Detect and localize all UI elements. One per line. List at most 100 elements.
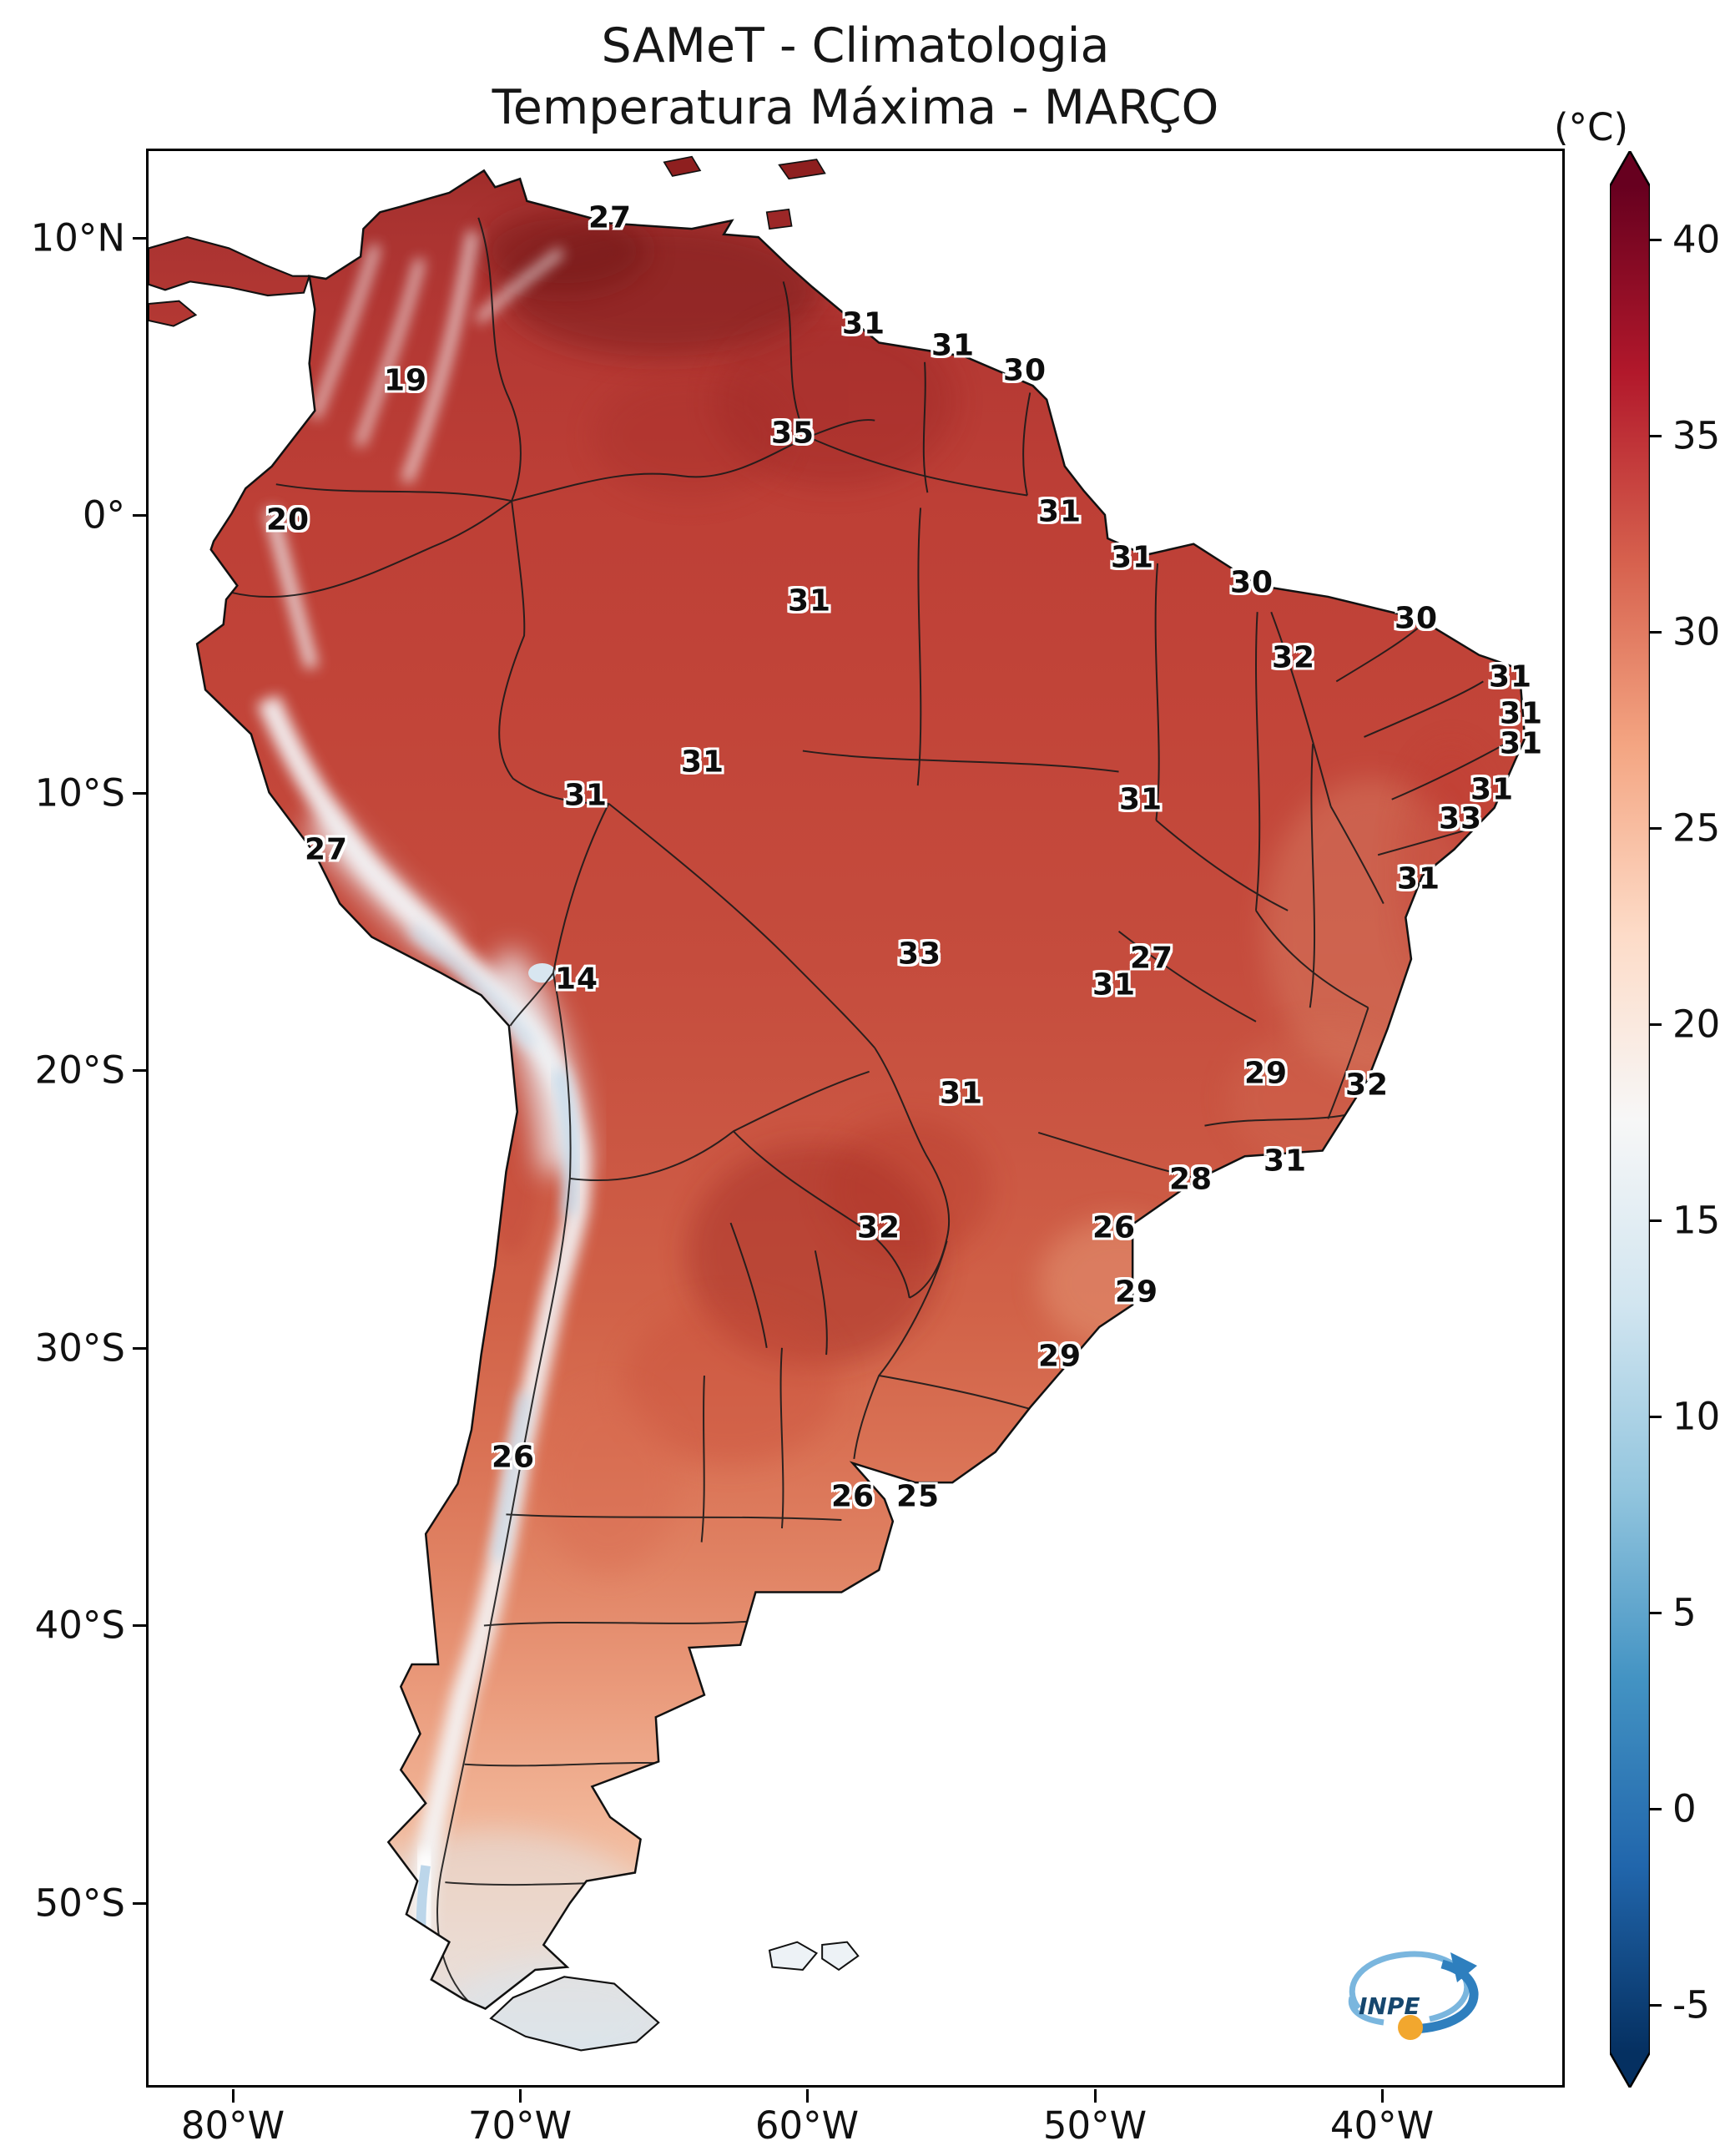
lon-tick-label: 60°W (754, 2103, 860, 2148)
colorbar-tickmark (1650, 827, 1662, 830)
lat-tick-label: 50°S (34, 1881, 125, 1926)
lon-tick-label: 50°W (1042, 2103, 1147, 2148)
temperature-label: 31 (1110, 540, 1155, 575)
temperature-label: 30 (1394, 601, 1439, 636)
colorbar-unit-label: (°C) (1554, 105, 1629, 149)
caribbean-island (663, 155, 702, 177)
colorbar-tick-label: 20 (1672, 1002, 1721, 1047)
political-borders (231, 217, 1519, 2002)
colorbar-tickmark (1650, 435, 1662, 437)
temperature-label: 30 (1229, 565, 1274, 600)
lat-tick-label: 10°N (30, 215, 125, 260)
colorbar-tickmark (1650, 1612, 1662, 1614)
falkland-islands (768, 1941, 819, 1971)
continent-shape (197, 170, 1526, 2009)
temperature-label: 26 (830, 1479, 875, 1514)
lat-tickmark (133, 1902, 146, 1905)
temperature-label: 33 (897, 937, 942, 972)
temperature-label: 31 (1470, 772, 1515, 807)
temperature-label: 32 (856, 1210, 901, 1245)
lat-tick-label: 10°S (34, 770, 125, 815)
colorbar-tickmark (1650, 1219, 1662, 1222)
temperature-label: 31 (1499, 696, 1544, 731)
temperature-label: 32 (1344, 1068, 1390, 1103)
lat-tick-label: 0° (82, 492, 125, 538)
colorbar-tickmark (1650, 2004, 1662, 2007)
temperature-label: 31 (787, 583, 832, 619)
colorbar-tickmark (1650, 1416, 1662, 1418)
temperature-label: 31 (680, 745, 725, 780)
temperature-label: 14 (554, 962, 599, 997)
temperature-label: 31 (1118, 782, 1163, 817)
colorbar-tick-label: -5 (1672, 1982, 1710, 2027)
colorbar-tick-label: 15 (1672, 1198, 1721, 1243)
temperature-label: 31 (1396, 861, 1441, 896)
figure-title-line1: SAMeT - Climatologia (601, 18, 1110, 73)
map-plot: INPE 27 31 31 30 19 35 20 31 31 30 31 30 32 31 31 31 31 3… (146, 149, 1565, 2088)
lon-tick-label: 40°W (1329, 2103, 1435, 2148)
lon-tickmark (1381, 2089, 1384, 2103)
temperature-label: 31 (939, 1076, 984, 1111)
logo-text: INPE (1359, 1992, 1420, 2020)
temperature-label: 28 (1168, 1162, 1213, 1197)
inpe-logo: INPE (1334, 1929, 1501, 2058)
temperature-label: 25 (895, 1479, 941, 1514)
lon-tickmark (519, 2089, 522, 2103)
temperature-label: 31 (1092, 967, 1137, 1002)
figure-title-line2: Temperatura Máxima - MARÇO (492, 80, 1219, 135)
colorbar (1610, 151, 1650, 2088)
temperature-label: 33 (1438, 801, 1483, 836)
colorbar-tick-label: 0 (1672, 1786, 1697, 1831)
colorbar-tick-label: 5 (1672, 1590, 1697, 1635)
lon-tickmark (232, 2089, 235, 2103)
lat-tick-label: 20°S (34, 1048, 125, 1093)
colorbar-tick-label: 35 (1672, 413, 1721, 458)
lat-tickmark (133, 1624, 146, 1627)
colorbar-tickmark (1650, 631, 1662, 634)
panama-landmass (149, 236, 311, 297)
lon-tickmark (806, 2089, 809, 2103)
temperature-label: 27 (588, 200, 633, 235)
lon-tick-label: 70°W (467, 2103, 572, 2148)
colorbar-tickmark (1650, 1023, 1662, 1026)
colorbar-gradient-bar (1610, 151, 1650, 2088)
lon-tick-label: 80°W (180, 2103, 285, 2148)
temperature-label: 20 (265, 502, 310, 538)
temperature-label: 30 (1002, 353, 1047, 388)
lat-tickmark (133, 792, 146, 795)
colorbar-tickmark (1650, 1808, 1662, 1810)
logo-orange-dot (1398, 2015, 1423, 2040)
temperature-label: 29 (1243, 1056, 1289, 1091)
falkland-islands (821, 1941, 860, 1972)
temperature-label: 31 (1263, 1144, 1308, 1179)
lat-tick-label: 40°S (34, 1603, 125, 1648)
colorbar-tick-label: 25 (1672, 805, 1721, 851)
temperature-label: 31 (931, 328, 976, 363)
lake-titicaca (528, 963, 557, 983)
temperature-label: 27 (1129, 941, 1174, 976)
coastline (195, 169, 1526, 2010)
temperature-label: 29 (1037, 1339, 1082, 1374)
lat-tickmark (133, 1069, 146, 1072)
temperature-label: 26 (491, 1440, 536, 1475)
temperature-label: 32 (1271, 640, 1316, 675)
trinidad-island (765, 208, 793, 230)
lat-tickmark (133, 237, 146, 240)
lat-tickmark (133, 514, 146, 517)
temperature-label: 29 (1114, 1275, 1159, 1310)
temperature-label: 27 (304, 832, 349, 867)
lat-tickmark (133, 1347, 146, 1350)
colorbar-tick-label: 30 (1672, 609, 1721, 654)
colorbar-tickmark (1650, 239, 1662, 241)
temperature-label: 26 (1092, 1210, 1137, 1245)
caribbean-island (778, 159, 826, 180)
temperature-label: 35 (770, 416, 815, 451)
colorbar-tick-label: 10 (1672, 1394, 1721, 1439)
temperature-label: 31 (563, 778, 608, 813)
temperature-label: 31 (1499, 726, 1544, 761)
temperature-label: 31 (1037, 494, 1082, 529)
temperature-label: 31 (841, 306, 886, 341)
temperature-label: 19 (383, 363, 428, 398)
lon-tickmark (1094, 2089, 1097, 2103)
